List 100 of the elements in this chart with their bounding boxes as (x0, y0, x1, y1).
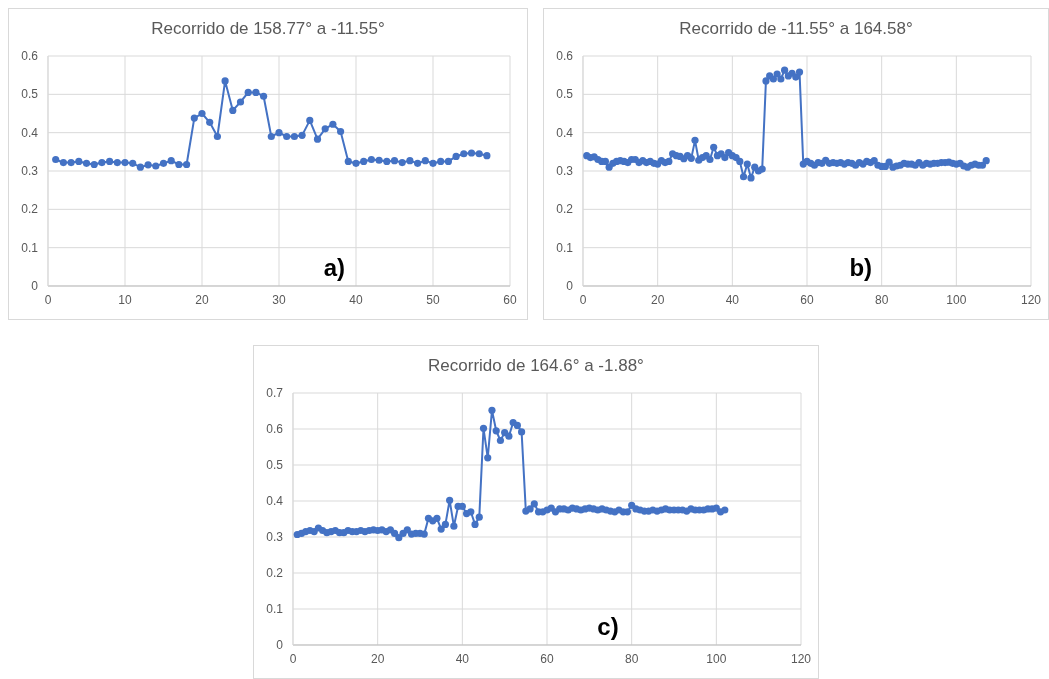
y-tick-label: 0.2 (556, 202, 574, 217)
point (467, 149, 476, 157)
point (136, 163, 144, 171)
point (429, 159, 437, 167)
annotation: c) (597, 613, 619, 640)
y-tick-label: 0.3 (556, 164, 574, 178)
y-tick-label: 0 (566, 279, 574, 293)
point (260, 92, 268, 100)
point (52, 155, 60, 164)
point (406, 157, 414, 165)
y-tick-label: 0.7 (266, 386, 284, 400)
point (283, 132, 291, 141)
y-tick-label: 0.6 (21, 49, 39, 63)
point (59, 158, 67, 167)
y-tick-label: 0.1 (266, 602, 284, 616)
y-tick-label: 0.6 (556, 49, 574, 63)
annotation: b) (849, 254, 873, 281)
point (206, 118, 214, 126)
point (290, 132, 298, 141)
point (129, 159, 137, 167)
point (267, 132, 275, 141)
point (221, 77, 229, 85)
point (229, 106, 237, 115)
point (321, 125, 329, 133)
y-tick-label: 0.4 (21, 125, 39, 140)
y-tick-label: 0.5 (556, 87, 574, 102)
x-tick-label: 20 (650, 293, 665, 307)
point (198, 109, 206, 118)
y-tick-label: 0.5 (21, 87, 39, 102)
point (460, 150, 468, 158)
x-tick-label: 100 (706, 652, 727, 666)
point (167, 157, 175, 165)
y-tick-label: 0.2 (266, 566, 284, 580)
x-tick-label: 40 (455, 652, 470, 666)
x-tick-label: 40 (349, 293, 363, 307)
x-tick-label: 20 (195, 293, 209, 307)
x-tick-label: 0 (44, 293, 52, 307)
point (67, 158, 75, 167)
point (213, 132, 221, 141)
x-tick-label: 100 (946, 293, 967, 307)
point (159, 159, 168, 167)
y-tick-label: 0.1 (556, 240, 574, 255)
x-tick-label: 10 (118, 293, 132, 307)
x-tick-label: 30 (272, 293, 286, 307)
point (175, 160, 183, 169)
point (113, 158, 121, 167)
y-tick-label: 0.4 (556, 125, 574, 140)
y-tick-label: 0.4 (266, 494, 284, 508)
chart-title: Recorrido de 164.6° a -1.88° (428, 356, 644, 375)
y-tick-label: 0.3 (21, 164, 39, 178)
point (144, 161, 152, 169)
y-tick-label: 0.5 (266, 458, 284, 472)
point (329, 120, 337, 128)
y-tick-label: 0 (276, 638, 284, 652)
point (375, 156, 383, 164)
point (367, 155, 375, 164)
point (152, 162, 160, 170)
point (236, 98, 245, 106)
annotation: a) (323, 254, 346, 281)
point (252, 88, 260, 97)
chart-title: Recorrido de 158.77° a -11.55° (151, 19, 385, 38)
x-tick-label: 60 (800, 293, 814, 307)
point (360, 157, 368, 166)
point (183, 160, 191, 169)
y-tick-label: 0.1 (21, 240, 39, 255)
y-tick-label: 0.2 (21, 202, 39, 217)
x-tick-label: 0 (579, 293, 587, 307)
point (483, 152, 491, 160)
x-tick-label: 60 (503, 293, 517, 307)
x-tick-label: 40 (725, 293, 740, 307)
point (421, 157, 429, 165)
x-tick-label: 20 (370, 652, 385, 666)
point (398, 158, 406, 167)
point (383, 157, 391, 166)
x-tick-label: 80 (624, 652, 639, 666)
x-tick-label: 120 (790, 652, 812, 666)
point (306, 116, 314, 124)
point (390, 157, 399, 165)
point (121, 158, 129, 167)
point (313, 135, 322, 143)
point (190, 114, 198, 122)
point (298, 131, 306, 139)
point (244, 88, 252, 97)
point (452, 152, 460, 161)
point (90, 160, 98, 169)
point (444, 157, 452, 166)
point (75, 157, 83, 166)
x-tick-label: 120 (1020, 293, 1042, 307)
x-tick-label: 60 (540, 652, 554, 666)
point (106, 157, 114, 166)
point (275, 129, 283, 137)
point (82, 159, 91, 167)
point (414, 159, 422, 167)
y-tick-label: 0 (31, 279, 39, 293)
point (352, 159, 360, 167)
point (98, 158, 106, 167)
x-tick-label: 50 (426, 293, 440, 307)
chart-title: Recorrido de -11.55° a 164.58° (679, 19, 913, 38)
point (437, 157, 445, 166)
x-tick-label: 0 (289, 652, 297, 666)
